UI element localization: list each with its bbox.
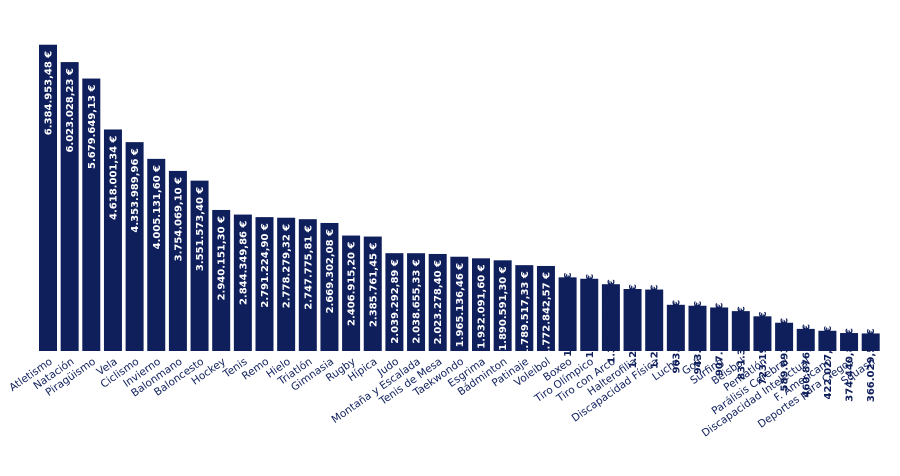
value-label-11: 2.778.279,32 € (282, 224, 293, 308)
bar-6 (168, 170, 187, 351)
bar-25 (580, 278, 599, 351)
value-label-16: 2.039.292,89 € (390, 259, 401, 344)
bar-26 (601, 284, 620, 351)
value-label-20: 1.932.091,60 € (477, 264, 488, 349)
value-label-9: 2.844.349,86 € (238, 221, 249, 306)
value-label-30: 943.787,25 € (693, 301, 704, 375)
bar-30 (688, 305, 707, 351)
value-label-4: 4.353.989,96 € (130, 148, 141, 233)
value-label-5: 4.005.131,60 € (152, 165, 163, 250)
value-label-31: 907.171,54 € (715, 302, 726, 376)
bar-33 (753, 316, 772, 351)
value-label-14: 2.406.915,20 € (347, 242, 358, 326)
bar-12 (298, 219, 317, 351)
bar-11 (277, 217, 296, 351)
value-label-38: 366.029,59 € (866, 328, 877, 402)
bar-18 (428, 253, 447, 351)
bar-3 (103, 129, 122, 351)
bar-13 (320, 222, 339, 351)
bar-4 (125, 142, 144, 351)
value-label-19: 1.965.136,46 € (455, 263, 466, 348)
bar-19 (450, 256, 469, 351)
bar-5 (147, 158, 166, 351)
value-label-27: 1.292.240,25 € (628, 284, 639, 369)
bar-24 (558, 277, 577, 351)
value-label-32: 831.390,33 € (736, 306, 747, 380)
bar-23 (536, 265, 555, 351)
bar-32 (731, 311, 750, 351)
value-label-2: 5.679.649,13 € (87, 85, 98, 170)
bar-27 (623, 289, 642, 351)
value-label-26: 1.392.432,42 € (606, 279, 617, 364)
bar-21 (493, 260, 512, 351)
value-label-23: 1.772.842,57 € (541, 272, 552, 357)
value-label-37: 374.440,84 € (845, 328, 856, 402)
value-labels-group: 6.384.953,48 € 6.023.028,23 € 5.679.649,13… (44, 51, 878, 402)
value-label-17: 2.038.655,33 € (412, 259, 423, 344)
bar-8 (212, 209, 231, 351)
value-label-1: 6.023.028,23 € (65, 68, 76, 153)
bar-37 (840, 333, 859, 351)
bar-16 (385, 253, 404, 351)
value-label-33: 723.195,50 € (758, 311, 769, 385)
bar-38 (861, 333, 880, 351)
value-label-10: 2.791.224,90 € (260, 223, 271, 307)
bar-17 (407, 253, 426, 351)
value-label-0: 6.384.953,48 € (44, 51, 55, 136)
value-label-3: 4.618.001,34 € (108, 135, 119, 220)
value-label-29: 963.059,32 € (671, 300, 682, 374)
value-label-35: 460.876,07 € (801, 324, 812, 398)
bar-28 (645, 289, 664, 351)
value-label-6: 3.754.069,10 € (173, 177, 184, 261)
bar-7 (190, 180, 209, 351)
bar-9 (233, 214, 252, 351)
value-label-22: 1.789.517,33 € (520, 271, 531, 356)
value-label-13: 2.669.302,08 € (325, 229, 336, 314)
bar-14 (342, 235, 361, 351)
value-label-8: 2.940.151,30 € (217, 216, 228, 301)
value-label-34: 589.093,43 € (780, 318, 791, 392)
value-label-18: 2.023.278,40 € (433, 260, 444, 345)
value-label-7: 3.551.573,40 € (195, 187, 206, 272)
value-label-28: 1.281.106,54 € (650, 285, 661, 370)
bar-20 (472, 258, 490, 351)
bar-34 (775, 322, 794, 351)
bar-31 (710, 307, 729, 351)
bar-36 (818, 330, 837, 351)
bars-group (39, 44, 880, 352)
value-label-21: 1.890.591,30 € (498, 266, 509, 351)
bar-29 (666, 304, 685, 351)
bar-15 (363, 236, 382, 351)
bar-10 (255, 217, 274, 351)
bar-35 (796, 328, 815, 351)
bar-22 (515, 265, 534, 351)
bar-1 (60, 62, 79, 351)
bar-2 (82, 78, 101, 352)
bar-0 (39, 44, 57, 351)
value-label-24: 1.535.424,24 € (563, 272, 574, 357)
value-label-15: 2.385.761,45 € (368, 243, 379, 328)
category-labels-group: AtletismoNataciónPiragüismoVelaCiclismoI… (7, 355, 877, 439)
value-label-25: 1.505.714,51 € (585, 274, 596, 359)
value-label-36: 422.027,10 € (823, 326, 834, 400)
value-label-12: 2.747.775,81 € (303, 225, 314, 310)
